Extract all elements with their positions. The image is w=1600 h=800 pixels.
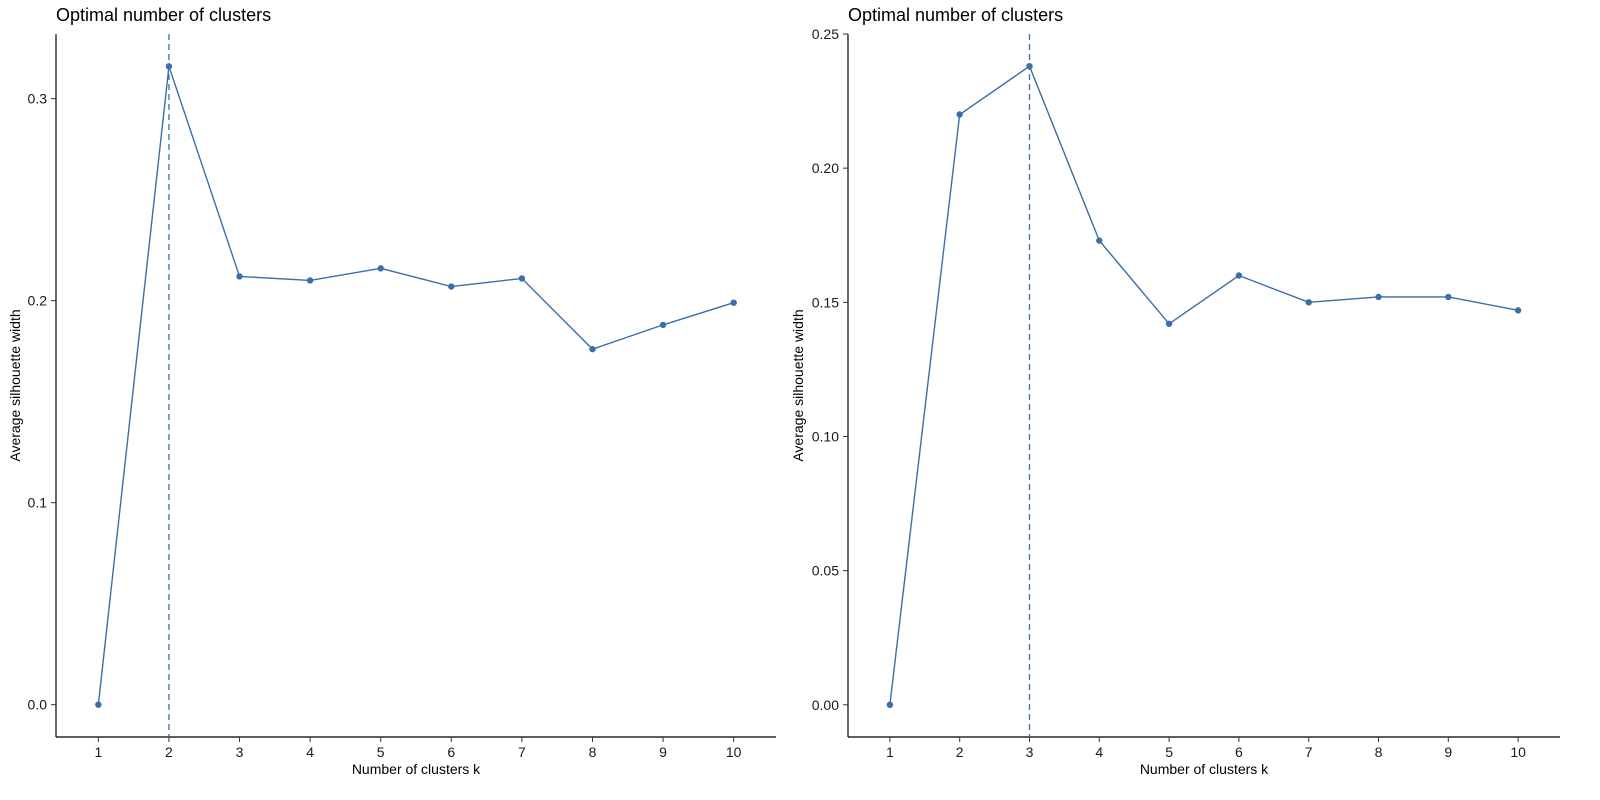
data-point bbox=[95, 701, 102, 708]
x-tick-label: 6 bbox=[1235, 744, 1243, 760]
x-tick-label: 5 bbox=[1165, 744, 1173, 760]
y-tick-label: 0.00 bbox=[812, 697, 839, 713]
data-point bbox=[306, 277, 314, 284]
data-point bbox=[165, 63, 173, 70]
data-point bbox=[448, 283, 455, 290]
data-point bbox=[1235, 272, 1243, 279]
x-tick-label: 10 bbox=[726, 744, 742, 760]
data-point bbox=[956, 111, 963, 118]
x-tick-label: 1 bbox=[886, 744, 894, 760]
data-point bbox=[589, 345, 596, 353]
x-tick-label: 8 bbox=[1375, 744, 1383, 760]
data-point bbox=[730, 299, 737, 306]
y-tick-label: 0.1 bbox=[28, 495, 48, 511]
x-tick-label: 7 bbox=[518, 744, 526, 760]
data-point bbox=[1096, 237, 1103, 244]
data-point bbox=[1026, 62, 1033, 70]
x-tick-label: 6 bbox=[447, 744, 455, 760]
y-tick-label: 0.10 bbox=[812, 428, 839, 444]
x-tick-label: 2 bbox=[165, 744, 173, 760]
y-tick-label: 0.25 bbox=[812, 26, 839, 42]
series-line bbox=[97, 66, 734, 705]
x-axis-title: Number of clusters k bbox=[1140, 761, 1269, 777]
data-point bbox=[1165, 320, 1173, 327]
x-tick-label: 7 bbox=[1305, 744, 1313, 760]
y-tick-label: 0.2 bbox=[28, 293, 48, 309]
data-point bbox=[1305, 299, 1312, 306]
x-tick-label: 8 bbox=[589, 744, 597, 760]
y-tick-label: 0.3 bbox=[28, 91, 48, 107]
y-tick-label: 0.0 bbox=[28, 697, 48, 713]
x-tick-label: 5 bbox=[377, 744, 385, 760]
x-tick-label: 2 bbox=[956, 744, 964, 760]
x-tick-label: 4 bbox=[306, 744, 314, 760]
series-line bbox=[889, 65, 1519, 705]
x-tick-label: 4 bbox=[1095, 744, 1103, 760]
chart-panel-2: Optimal number of clusters 0.00 0.05 0.10 0.… bbox=[790, 5, 1560, 777]
y-tick-label: 0.20 bbox=[812, 160, 839, 176]
y-axis-title: Average silhouette width bbox=[790, 309, 806, 461]
data-point bbox=[377, 265, 384, 272]
y-axis-title: Average silhouette width bbox=[7, 309, 23, 461]
chart-title: Optimal number of clusters bbox=[848, 5, 1063, 25]
data-point bbox=[1445, 293, 1452, 301]
data-point bbox=[886, 701, 894, 709]
data-point bbox=[1375, 293, 1382, 301]
data-point bbox=[518, 275, 526, 282]
y-tick-label: 0.15 bbox=[812, 294, 839, 310]
y-tick-label: 0.05 bbox=[812, 563, 839, 579]
x-tick-label: 1 bbox=[94, 744, 102, 760]
data-point bbox=[1514, 307, 1522, 314]
x-tick-label: 10 bbox=[1510, 744, 1526, 760]
x-tick-label: 3 bbox=[1026, 744, 1034, 760]
x-tick-label: 9 bbox=[659, 744, 667, 760]
x-tick-label: 9 bbox=[1444, 744, 1452, 760]
data-point bbox=[659, 321, 667, 329]
x-axis-title: Number of clusters k bbox=[352, 761, 481, 777]
x-tick-label: 3 bbox=[236, 744, 244, 760]
chart-panel-1: Optimal number of clusters 0.0 0.1 0.2 0.3 1 2… bbox=[7, 5, 776, 777]
data-point bbox=[236, 273, 243, 280]
chart-title: Optimal number of clusters bbox=[56, 5, 271, 25]
